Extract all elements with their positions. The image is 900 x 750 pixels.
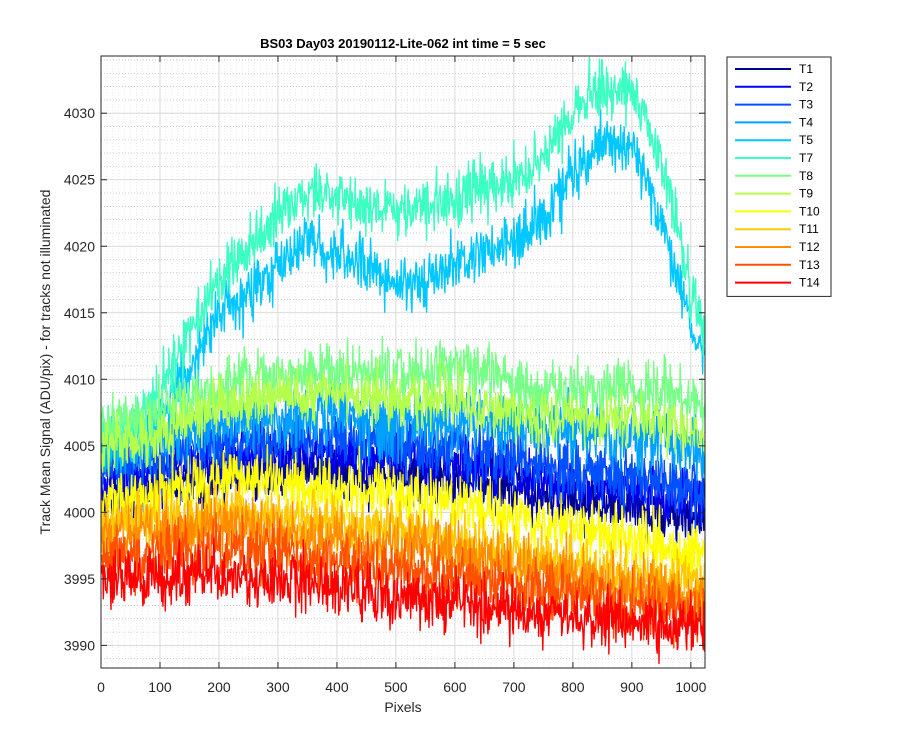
x-tick-label: 500 (384, 679, 408, 695)
series-line-t9 (101, 357, 705, 479)
y-tick-label: 3995 (64, 571, 95, 587)
x-axis-label: Pixels (384, 699, 421, 715)
x-tick-label: 200 (207, 679, 231, 695)
legend-label-t12: T12 (799, 240, 820, 254)
legend-label-t5: T5 (799, 133, 813, 147)
legend-label-t11: T11 (799, 222, 819, 236)
y-axis-label: Track Mean Signal (ADU/pix) - for tracks… (37, 190, 53, 535)
legend-label-t4: T4 (799, 115, 813, 129)
legend-label-t10: T10 (799, 204, 820, 218)
y-tick-label: 4020 (64, 238, 95, 254)
legend-label-t8: T8 (799, 169, 813, 183)
y-tick-label: 3990 (64, 637, 95, 653)
legend-label-t13: T13 (799, 258, 820, 272)
legend-label-t14: T14 (799, 276, 820, 290)
axes: 0 100 200 300 400 500 600 700 800 900 1000 3990 3995… (64, 55, 707, 695)
series-line-t10 (101, 444, 705, 586)
y-tick-label: 4000 (64, 504, 95, 520)
y-tick-label: 4030 (64, 105, 95, 121)
x-tick-label: 100 (148, 679, 172, 695)
legend: T1 T2 T3 T4 T5 T7 T8 T9 T10 T11 T12 T13 T14 (726, 56, 832, 297)
legend-label-t7: T7 (799, 151, 813, 165)
series-line-t3 (101, 398, 705, 529)
x-tick-label: 800 (561, 679, 585, 695)
y-tick-label: 4010 (64, 371, 95, 387)
x-tick-label: 700 (502, 679, 526, 695)
series-line-t8 (101, 335, 705, 449)
series-line-t5 (101, 108, 705, 473)
x-tick-label: 900 (620, 679, 644, 695)
y-tick-label: 4025 (64, 172, 95, 188)
x-tick-label: 400 (325, 679, 349, 695)
legend-label-t2: T2 (799, 80, 813, 94)
legend-label-t1: T1 (799, 62, 813, 76)
axes-box (100, 55, 706, 669)
x-tick-label: 300 (266, 679, 290, 695)
series-line-t14 (101, 537, 705, 665)
legend-label-t9: T9 (799, 187, 813, 201)
plot-area (101, 56, 705, 665)
x-tick-label: 0 (97, 679, 105, 695)
y-tick-label: 4015 (64, 305, 95, 321)
y-tick-label: 4005 (64, 438, 95, 454)
chart-title: BS03 Day03 20190112-Lite-062 int time = … (260, 36, 546, 51)
x-tick-label: 600 (443, 679, 467, 695)
x-tick-label: 1000 (675, 679, 706, 695)
legend-label-t3: T3 (799, 98, 813, 112)
series-line-t7 (101, 56, 705, 458)
